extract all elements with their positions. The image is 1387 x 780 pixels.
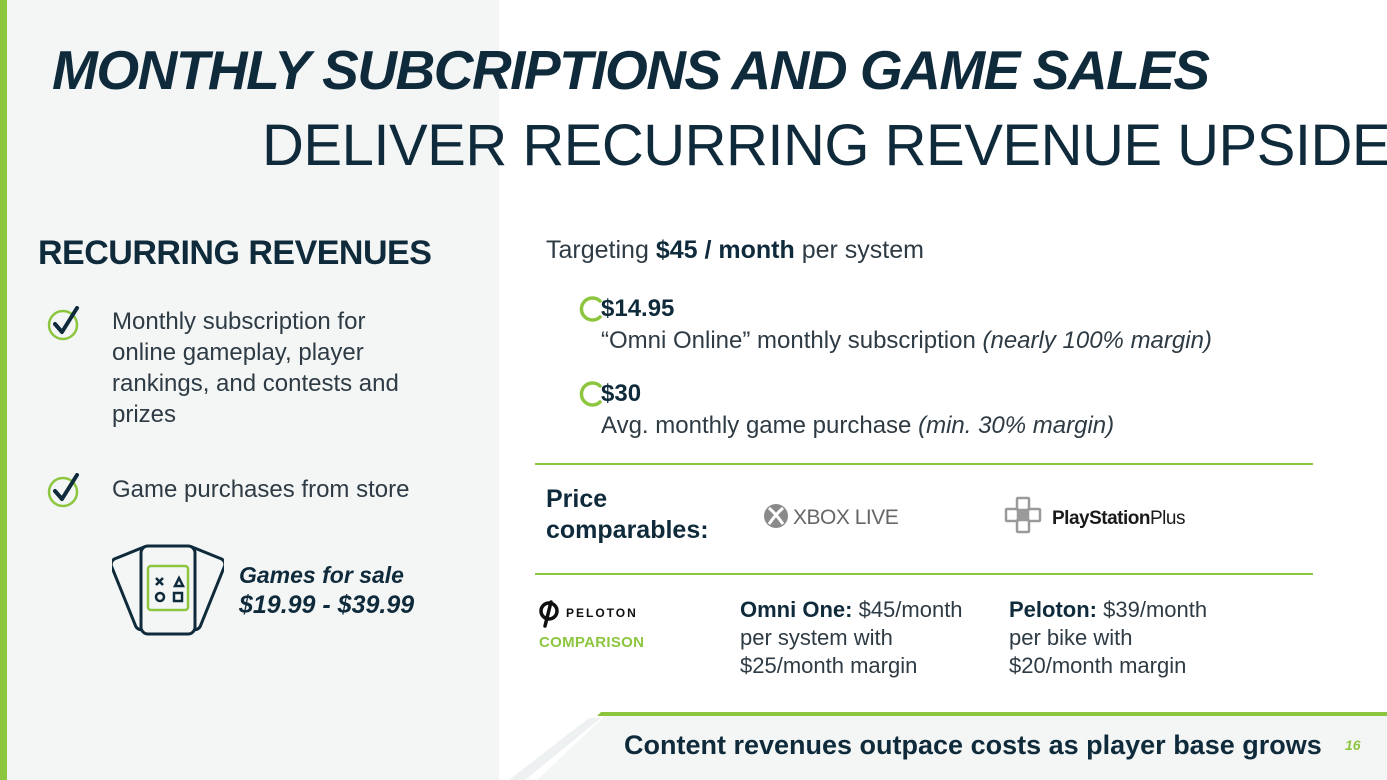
peloton-logo-text: PELOTON <box>566 606 638 620</box>
omni-line3: $25/month margin <box>740 653 918 678</box>
ring-bullet-icon <box>579 296 602 322</box>
recurring-revenues-heading: RECURRING REVENUES <box>38 234 432 272</box>
targeting-statement: Targeting $45 / month per system <box>546 236 924 265</box>
ps-logo-main: PlayStation <box>1052 508 1150 529</box>
game-controller-cards-icon <box>112 544 224 636</box>
peloton-price: $39/month <box>1103 597 1208 622</box>
targeting-suffix: per system <box>801 236 924 264</box>
peloton-line3: $20/month margin <box>1009 653 1187 678</box>
targeting-prefix: Targeting <box>546 236 649 264</box>
divider-line <box>535 463 1313 465</box>
omni-name: Omni One: <box>740 597 853 622</box>
accent-bar <box>0 0 7 780</box>
price-amount-subscription: $14.95 <box>601 295 675 322</box>
comparison-label: COMPARISON <box>539 634 645 651</box>
peloton-logo: PELOTON <box>539 600 638 628</box>
price-desc-note: (nearly 100% margin) <box>982 327 1212 354</box>
xbox-logo: XBOX LIVE <box>764 504 899 529</box>
divider-line <box>535 573 1313 575</box>
check-circle-icon <box>47 473 79 508</box>
games-price-range: $19.99 - $39.99 <box>239 591 415 619</box>
omni-one-comparison: Omni One: $45/month per system with $25/… <box>740 596 963 680</box>
peloton-comparison: Peloton: $39/month per bike with $20/mon… <box>1009 596 1207 680</box>
bullet-game-purchases: Game purchases from store <box>112 476 410 503</box>
price-amount-games: $30 <box>601 380 642 407</box>
playstation-logo: PlayStationPlus <box>1004 496 1185 534</box>
games-for-sale-label: Games for sale <box>239 562 404 588</box>
ps-logo-sub: Plus <box>1150 508 1185 529</box>
xbox-logo-text: XBOX LIVE <box>793 506 899 529</box>
peloton-line2: per bike with <box>1009 625 1133 650</box>
svg-text:PlayStationPlus: PlayStationPlus <box>1052 508 1185 529</box>
targeting-amount: $45 / month <box>655 236 795 264</box>
left-panel <box>0 0 499 780</box>
price-comparables-label: Price comparables: <box>546 484 709 546</box>
price-desc-games: Avg. monthly game purchase (min. 30% mar… <box>601 412 1114 440</box>
ring-bullet-icon <box>579 381 602 407</box>
title-line-1: MONTHLY SUBCRIPTIONS AND GAME SALES <box>52 39 1210 101</box>
omni-price: $45/month <box>858 597 963 622</box>
title-line-2: DELIVER RECURRING REVENUE UPSIDE <box>262 113 1387 178</box>
price-desc-subscription: “Omni Online” monthly subscription (near… <box>601 327 1212 355</box>
price-desc-note: (min. 30% margin) <box>918 412 1115 439</box>
omni-line2: per system with <box>740 625 893 650</box>
price-desc-text: “Omni Online” monthly subscription <box>601 327 976 354</box>
page-number: 16 <box>1345 737 1361 753</box>
footer-tagline: Content revenues outpace costs as player… <box>624 730 1322 760</box>
price-comparables-line1: Price <box>546 485 608 513</box>
price-desc-text: Avg. monthly game purchase <box>601 412 912 439</box>
peloton-name: Peloton: <box>1009 597 1097 622</box>
footer-stripe <box>509 712 1387 780</box>
check-circle-icon <box>47 306 79 341</box>
price-comparables-line2: comparables: <box>546 516 709 544</box>
bullet-subscription: Monthly subscription for online gameplay… <box>112 308 399 428</box>
